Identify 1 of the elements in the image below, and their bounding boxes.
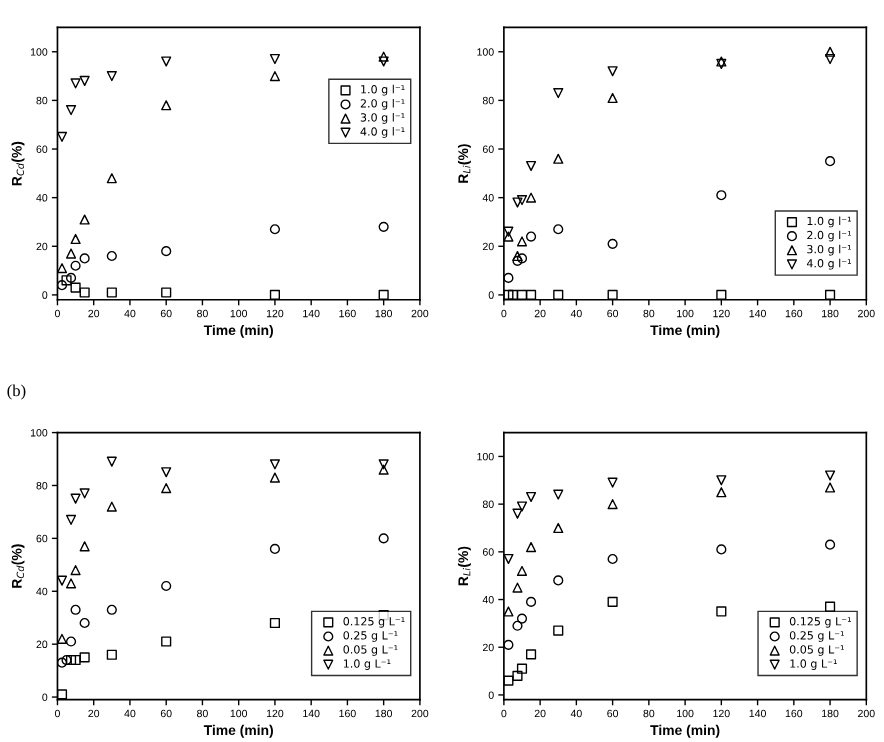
text: (b) [7, 384, 26, 400]
